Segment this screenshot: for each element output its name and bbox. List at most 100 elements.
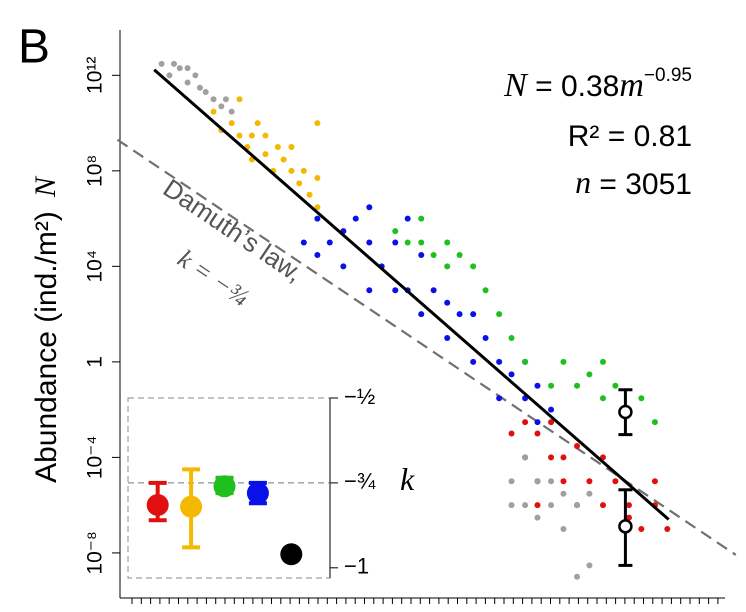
scatter-point [612, 382, 619, 389]
scatter-point [236, 132, 243, 139]
scatter-point [170, 60, 177, 67]
scatter-point [508, 502, 515, 509]
scatter-point [534, 430, 541, 437]
scatter-point [534, 514, 541, 521]
scatter-point [586, 371, 593, 378]
sample-symbol: n [575, 164, 591, 200]
scatter-point [548, 502, 555, 509]
scatter-point [392, 287, 399, 294]
scatter-point [228, 120, 235, 127]
scatter-point [599, 395, 606, 402]
scatter-point [496, 395, 503, 402]
scatter-point [300, 167, 307, 174]
scatter-point [638, 395, 645, 402]
scatter-point [254, 120, 261, 127]
scatter-point [534, 419, 541, 426]
scatter-point [574, 573, 581, 580]
scatter-point [496, 358, 503, 365]
scatter-point [444, 334, 451, 341]
scatter-point [664, 526, 671, 533]
inset-y-tick-label: −½ [344, 384, 375, 409]
scatter-point [599, 358, 606, 365]
y-tick-label: 10⁻⁸ [84, 531, 107, 574]
y-tick-label: 10⁸ [84, 155, 107, 187]
scatter-point [508, 334, 515, 341]
scatter-point [314, 215, 321, 222]
scatter-point [352, 215, 359, 222]
scatter-point [560, 490, 567, 497]
scatter-point [548, 382, 555, 389]
scatter-point [314, 120, 321, 127]
scatter-point [534, 382, 541, 389]
y-axis-label: Abundance (ind./m²) N [29, 175, 63, 483]
scatter-point [444, 239, 451, 246]
y-tick-label: 10⁻⁴ [84, 436, 107, 479]
inset-y-tick-label: −¾ [344, 469, 376, 494]
y-tick-label: 10⁴ [84, 250, 107, 282]
sample-size: n = 3051 [575, 164, 692, 201]
inset-y-tick-label: −1 [344, 554, 369, 579]
scatter-point [612, 478, 619, 485]
y-axis-label-symbol: N [29, 175, 62, 198]
scatter-point [248, 132, 255, 139]
scatter-point [280, 156, 287, 163]
scatter-point [548, 478, 555, 485]
scatter-point [599, 502, 606, 509]
scatter-point [508, 371, 515, 378]
scatter-point [202, 89, 209, 96]
scatter-point [625, 502, 632, 509]
scatter-point [166, 72, 173, 79]
fit-line [153, 68, 670, 521]
y-tick-label: 10¹² [84, 57, 107, 94]
scatter-point [522, 419, 529, 426]
scatter-point [456, 251, 463, 258]
scatter-point [404, 239, 411, 246]
scatter-point [392, 228, 399, 235]
scatter-point [274, 143, 281, 150]
scatter-point [158, 60, 165, 67]
y-tick-label: 1 [84, 356, 107, 368]
scatter-point [625, 514, 632, 521]
scatter-point [638, 526, 645, 533]
scatter-point [444, 263, 451, 270]
scatter-point [326, 239, 333, 246]
scatter-point [430, 251, 437, 258]
equation-exponent: −0.95 [644, 65, 692, 86]
scatter-point [314, 204, 321, 211]
scatter-point [262, 151, 269, 158]
scatter-point [651, 478, 658, 485]
scatter-point [210, 96, 217, 103]
scatter-point [560, 526, 567, 533]
scatter-point [508, 430, 515, 437]
equation-symbol: N [503, 67, 529, 104]
scatter-point [456, 311, 463, 318]
scatter-point [314, 175, 321, 182]
scatter-point [288, 167, 295, 174]
scatter-point [586, 478, 593, 485]
scatter-point [418, 215, 425, 222]
scatter-point [418, 251, 425, 258]
scatter-point [210, 108, 217, 115]
scatter-point [482, 334, 489, 341]
error-point [618, 519, 633, 534]
scatter-point [218, 103, 225, 110]
scatter-point [470, 358, 477, 365]
scatter-point [522, 454, 529, 461]
scatter-point [548, 419, 555, 426]
scatter-point [482, 287, 489, 294]
scatter-point [300, 239, 307, 246]
scatter-point [306, 191, 313, 198]
scatter-point [430, 287, 437, 294]
scatter-point [288, 143, 295, 150]
scatter-point [366, 287, 373, 294]
inset-point [146, 493, 169, 516]
scatter-point [296, 180, 303, 187]
error-point [618, 404, 633, 420]
scatter-point [560, 454, 567, 461]
scatter-point [522, 358, 529, 365]
scatter-point [586, 562, 593, 569]
scatter-point [418, 239, 425, 246]
scatter-point [586, 490, 593, 497]
scatter-point [366, 204, 373, 211]
